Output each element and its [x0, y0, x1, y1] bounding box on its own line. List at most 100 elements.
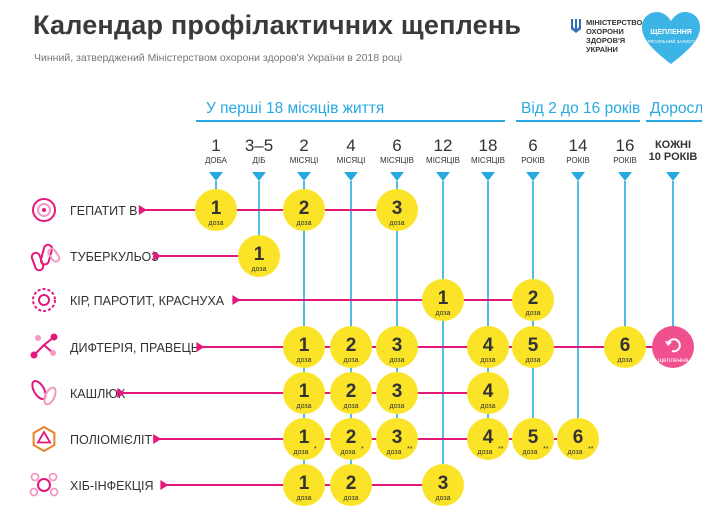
dose-word: доза [296, 495, 311, 502]
dose-circle [330, 464, 372, 506]
shape [32, 425, 56, 453]
dose-footnote-mark: ** [543, 446, 549, 453]
shape [43, 386, 57, 406]
shape [32, 198, 56, 222]
dose-circle [283, 189, 325, 231]
dose-circle [557, 418, 599, 460]
column-number: 14 [569, 136, 588, 155]
dose-word: доза [389, 403, 404, 410]
column-arrow [344, 172, 358, 181]
dose-word: доза [480, 403, 495, 410]
column-unit: МІСЯЦІВ [471, 156, 505, 165]
badge-line1: ЩЕПЛЕННЯ [650, 29, 692, 36]
dose-word: доза [617, 357, 632, 364]
disease-name: КАШЛЮК [70, 387, 126, 401]
dose-word: доза [567, 449, 582, 456]
dose-word: доза [525, 310, 540, 317]
dose-number: 2 [299, 198, 310, 219]
column-number: 3–5 [245, 136, 273, 155]
dose-word: доза [293, 449, 308, 456]
column-arrow [526, 172, 540, 181]
dose-number: 1 [299, 473, 310, 494]
shape [36, 430, 52, 444]
shape [32, 288, 56, 312]
shape [48, 472, 58, 482]
dose-number: 3 [438, 473, 449, 494]
dose-number: 3 [392, 335, 403, 356]
timeline-arrow [153, 251, 162, 261]
column-number: КОЖНІ [655, 139, 691, 151]
vaccination-heart-logo: ЩЕПЛЕННЯ #ЯСИЛЬНИЙ ЗАХИСТ [640, 10, 702, 66]
dose-circle [512, 279, 554, 321]
dose-circle [330, 418, 372, 460]
dose-footnote-mark: * [314, 446, 317, 453]
revaccination-label: щеплення [658, 357, 689, 364]
dose-word: доза [343, 357, 358, 364]
tuberculosis-bacteria-icon [30, 243, 61, 272]
column-number: 16 [616, 136, 635, 155]
dose-circle [604, 326, 646, 368]
shape [37, 203, 51, 217]
shape [47, 247, 61, 263]
disease-name: ПОЛІОМІЄЛІТ [70, 433, 153, 447]
shape [50, 333, 58, 341]
column-unit: ДОБА [205, 156, 228, 165]
column-arrow [436, 172, 450, 181]
polio-virus-icon [32, 425, 56, 453]
column-unit: РОКІВ [566, 156, 590, 165]
age-group-label: Від 2 до 16 років [521, 100, 640, 117]
dose-number: 6 [573, 427, 584, 448]
dose-word: доза [296, 403, 311, 410]
column-arrow [390, 172, 404, 181]
dose-word: доза [251, 266, 266, 273]
column-unit: МІСЯЦІ [290, 156, 319, 165]
dose-word: доза [389, 357, 404, 364]
dose-word: доза [296, 220, 311, 227]
shape [35, 335, 41, 341]
shape [42, 208, 46, 212]
dose-circle [283, 372, 325, 414]
dose-circle [467, 372, 509, 414]
disease-name: КІР, ПАРОТИТ, КРАСНУХА [70, 294, 225, 308]
dose-circle [467, 418, 509, 460]
column-number: 6 [528, 136, 537, 155]
trident-icon [570, 18, 582, 54]
column-arrow [481, 172, 495, 181]
column-unit: МІСЯЦІ [337, 156, 366, 165]
age-group-label: У перші 18 місяців життя [206, 100, 384, 117]
dose-number: 3 [392, 427, 403, 448]
dose-number: 1 [211, 198, 222, 219]
dose-footnote-mark: ** [498, 446, 504, 453]
dose-circle [512, 418, 554, 460]
dose-word: доза [386, 449, 401, 456]
dose-number: 5 [528, 335, 539, 356]
column-arrow [297, 172, 311, 181]
column-unit: МІСЯЦІВ [380, 156, 414, 165]
dose-footnote-mark: ** [407, 446, 413, 453]
dose-circle [376, 418, 418, 460]
dose-number: 1 [299, 335, 310, 356]
age-group-label: Дорослі [650, 100, 702, 117]
dose-word: доза [522, 449, 537, 456]
ministry-name: МІНІСТЕРСТВО ОХОРОНИ ЗДОРОВ'Я УКРАЇНИ [586, 18, 643, 54]
dose-footnote-mark: * [361, 446, 364, 453]
timeline-arrow [160, 480, 169, 490]
dose-circle [283, 326, 325, 368]
column-unit: РОКІВ [521, 156, 545, 165]
timeline-arrow [138, 205, 147, 215]
dose-word: доза [477, 449, 492, 456]
column-arrow [666, 172, 680, 181]
dose-number: 2 [346, 473, 357, 494]
dose-number: 4 [483, 427, 494, 448]
repeat-arrowhead [665, 341, 672, 346]
shape [39, 243, 54, 266]
column-arrow [252, 172, 266, 181]
dose-number: 1 [299, 381, 310, 402]
dose-circle [238, 235, 280, 277]
dose-word: доза [435, 310, 450, 317]
shape [30, 351, 38, 359]
dose-number: 4 [483, 335, 494, 356]
dose-circle [376, 372, 418, 414]
dose-circle [512, 326, 554, 368]
